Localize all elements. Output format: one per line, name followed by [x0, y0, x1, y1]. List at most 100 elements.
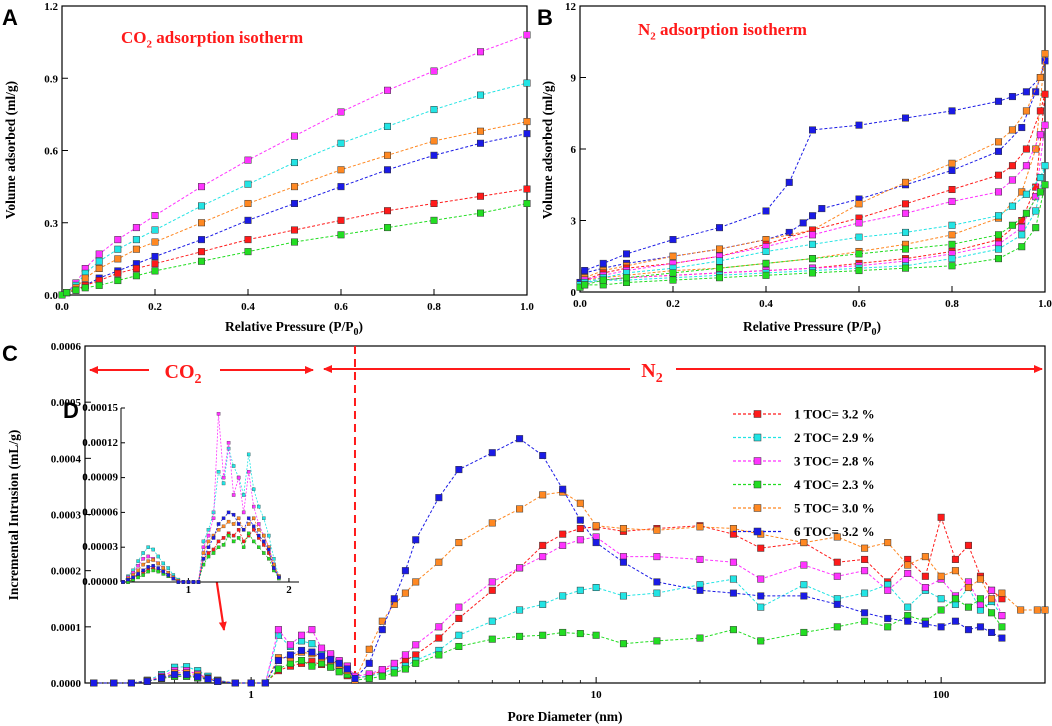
panel-b-series-2-point	[762, 247, 770, 255]
panel-d-series-3-line	[122, 413, 280, 583]
panel-a-series-6-point	[430, 151, 438, 159]
panel-c-series-4-point	[412, 659, 420, 667]
panel-c-series-3-point	[488, 578, 496, 586]
panel-a-series-1-point	[244, 236, 252, 244]
panel-c-series-5-point	[904, 561, 912, 569]
panel-b-series-5-point	[1022, 107, 1030, 115]
panel-d-series-6-point	[241, 528, 246, 532]
panel-b-series-5-point	[995, 138, 1002, 146]
panel-b-series-6-point	[902, 114, 909, 122]
panel-b-series-3-point	[1008, 176, 1016, 184]
panel-c-series-3-point	[833, 572, 841, 580]
panel-d-ytick-label: 0.00006	[82, 506, 118, 518]
panel-a-xtick-label: 0.4	[241, 301, 255, 313]
panel-c-series-5-point	[921, 553, 929, 561]
panel-a-series-2-point	[198, 202, 205, 210]
panel-b-series-6-point	[818, 205, 826, 213]
panel-c-series-6-point	[884, 614, 892, 622]
panel-c-series-3-point	[904, 569, 912, 577]
panel-c-series-3-point	[988, 586, 996, 594]
panel-b-series-2-point	[1008, 202, 1016, 210]
legend-marker-5	[753, 504, 762, 512]
panel-c-series-6-point	[327, 655, 335, 663]
panel-c-series-4-point	[884, 623, 892, 631]
legend: 1 TOC= 3.2 % 2 TOC= 2.9 % 3 TOC= 2.8 % 4 TO…	[733, 407, 875, 539]
panel-d-series-6-point	[201, 557, 206, 561]
panel-a-series-1-point	[523, 185, 531, 193]
panel-c-series-6-point	[214, 677, 222, 685]
panel-a-xtick-label: 0.0	[55, 301, 69, 313]
panel-c-series-3-point	[576, 536, 584, 544]
panel-b-series-5-point	[1032, 145, 1040, 153]
co2-range-label: CO2	[165, 361, 202, 387]
panel-d-label: D	[63, 398, 79, 423]
panel-c-series-6-point	[800, 592, 808, 600]
panel-a-series-4-point	[198, 257, 205, 265]
panel-c-series-5-point	[937, 572, 945, 580]
panel-c-series-6-point	[274, 657, 282, 665]
panel-a-series-2-point	[95, 257, 103, 265]
panel-b-series-1-point	[948, 186, 956, 194]
panel-d-series-5-point	[141, 562, 145, 567]
panel-c-series-6-point	[576, 516, 584, 524]
panel-d-series-4-point	[257, 545, 261, 549]
panel-b-series-6-point	[599, 259, 607, 267]
panel-d-series-3-point	[251, 504, 256, 509]
panel-c-series-3-point	[729, 558, 737, 566]
panel-b-series-6-point	[1041, 57, 1049, 65]
panel-c-series-2-point	[559, 592, 567, 600]
panel-a-series-1-line	[61, 188, 528, 296]
legend-marker-2	[753, 433, 762, 442]
panel-d-series-2-point	[151, 547, 155, 552]
panel-a-series-1-point	[151, 260, 159, 268]
panel-c-series-1-point	[488, 586, 496, 594]
panel-b-series-2-point	[809, 240, 816, 248]
panel-b-series-5-point	[948, 159, 956, 167]
panel-b-series-3-point	[995, 188, 1002, 196]
panel-a-series-2-point	[244, 180, 252, 188]
legend-marker-4	[753, 480, 762, 489]
panel-d-series-1-point	[231, 533, 236, 538]
panel-d-series-3-point	[216, 412, 221, 416]
panel-b-series-2-point	[1018, 231, 1026, 239]
panel-b-xtick-label: 0.8	[945, 298, 959, 310]
panel-b-series-1-point	[1008, 162, 1016, 170]
panel-b-series-2-point	[902, 228, 909, 236]
panel-b-series-4-point	[1022, 209, 1030, 217]
panel-b-label: B	[537, 5, 553, 30]
panel-b-series-6-point	[785, 228, 793, 236]
legend-label-4: 4 TOC= 2.3 %	[794, 477, 875, 492]
panel-b-series-1-point	[1036, 107, 1044, 115]
panel-d-series-4-point	[262, 551, 266, 555]
panel-b-series-4-point	[809, 255, 816, 263]
panel-c-series-6-point	[110, 679, 118, 687]
panel-d-series-6-point	[236, 522, 241, 526]
panel-b-series-5-point	[669, 252, 677, 260]
panel-a-series-5-point	[430, 137, 438, 145]
panel-d-series-4-point	[146, 569, 150, 574]
panel-d-series-4-point	[236, 536, 241, 540]
panel-c-series-2-point	[937, 595, 945, 603]
panel-c-series-4-point	[696, 634, 704, 642]
panel-a-series-6-point	[198, 236, 205, 244]
panel-c-series-3-point	[653, 553, 661, 561]
panel-a-series-3-point	[384, 86, 391, 94]
panel-a-series-6-line	[61, 133, 528, 296]
panel-b-series-4-point	[1008, 221, 1016, 229]
panel-c-pore-size-distribution: 1 10 1000.00000.00010.00020.00030.00040.00…	[6, 341, 1049, 724]
panel-c-series-4-point	[455, 642, 463, 650]
panel-b-series-1-point	[902, 200, 909, 208]
panel-b-series-6-point	[995, 147, 1002, 155]
panel-a-series-2-point	[337, 139, 345, 147]
panel-b-series-4-point	[599, 276, 607, 284]
panel-c-series-3-point	[921, 584, 929, 592]
panel-a-series-5-point	[95, 265, 103, 273]
panel-c-series-4-point	[488, 635, 496, 643]
panel-a-series-2-point	[477, 91, 484, 99]
panel-b-xtick-label: 0.6	[852, 298, 866, 310]
panel-c-series-6-point	[247, 679, 255, 687]
panel-b-series-6-point	[948, 166, 956, 174]
panel-a-series-4-point	[337, 231, 345, 239]
panel-d-series-4-point	[136, 575, 140, 580]
panel-a-series-5-point	[337, 166, 345, 174]
